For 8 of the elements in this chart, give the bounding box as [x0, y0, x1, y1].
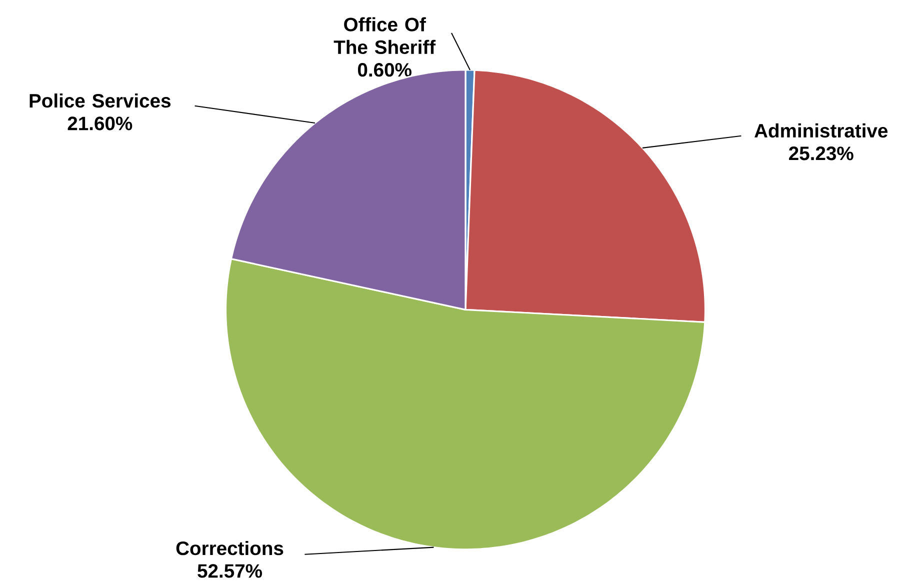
- data-label: 52.57%: [198, 564, 262, 578]
- slice-label: Corrections: [176, 540, 284, 555]
- slice-label: Police Services: [30, 93, 170, 108]
- slice-label: Office Of The Sheriff: [334, 17, 436, 54]
- slice-label: Administrative: [754, 123, 888, 138]
- data-label: 25.23%: [789, 146, 854, 160]
- data-label: 0.60%: [358, 62, 412, 77]
- data-label: 21.60%: [68, 116, 132, 130]
